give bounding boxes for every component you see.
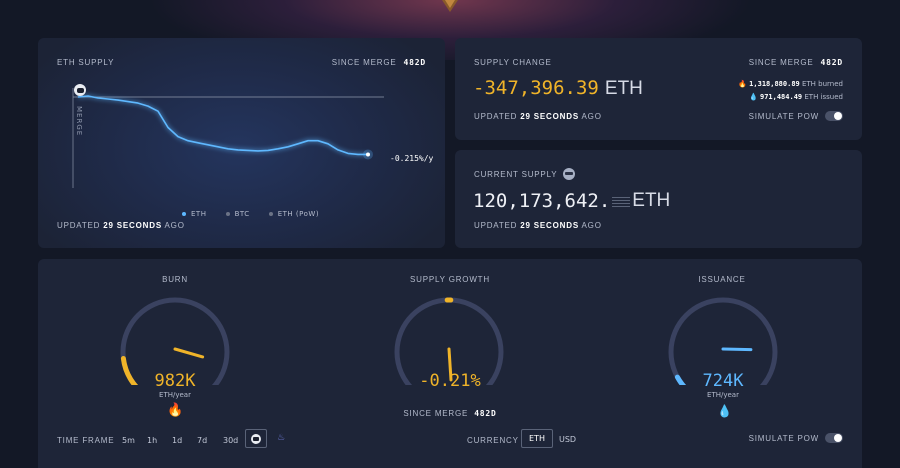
gauges-card: BURN 982K ETH/year 🔥 SUPPLY GROWTH -0.21…: [38, 259, 862, 468]
issuance-unit: ETH/year: [707, 391, 739, 399]
eth-supply-endpoint: [366, 152, 370, 157]
currency-usd[interactable]: USD: [559, 435, 577, 444]
merge-panda-icon: [74, 84, 86, 96]
eth-supply-chart[interactable]: [38, 78, 445, 198]
ultrasound-logo-icon[interactable]: [441, 0, 459, 12]
issuance-title: ISSUANCE: [698, 275, 746, 284]
legend-eth-pow[interactable]: ETH (PoW): [268, 210, 319, 218]
time-frame-since-burn-flame-icon[interactable]: ♨: [277, 433, 286, 443]
burn-needle: [173, 347, 205, 359]
time-frame-1d[interactable]: 1d: [172, 436, 183, 445]
time-frame-since-merge-panda-icon[interactable]: [245, 429, 267, 448]
since-merge-days: 482d: [403, 58, 426, 67]
current-supply-value: 120,173,642. ETH: [473, 190, 671, 212]
burn-fire-icon: 🔥: [167, 403, 184, 418]
supply-growth-since-merge: SINCE MERGE 482d: [403, 409, 497, 418]
legend-btc[interactable]: BTC: [225, 210, 250, 218]
burn-title: BURN: [162, 275, 188, 284]
simulate-pow-toggle-bottom[interactable]: [825, 433, 843, 443]
eth-supply-card: ETH SUPPLY SINCE MERGE 482d MERGE -0.215…: [38, 38, 445, 248]
chart-end-value: -0.215%/y: [390, 154, 434, 163]
issuance-gauge-track: [668, 297, 778, 385]
issuance-droplet-icon: 💧: [717, 404, 732, 418]
time-frame-5m[interactable]: 5m: [122, 436, 135, 445]
supply-change-card: SUPPLY CHANGE SINCE MERGE 482d -347,396.…: [455, 38, 862, 140]
supply-change-value: -347,396.39 ETH: [473, 77, 643, 99]
issuance-needle: [721, 347, 753, 352]
eth-supply-title: ETH SUPPLY: [57, 58, 115, 67]
time-frame-30d[interactable]: 30d: [223, 436, 239, 445]
eye-glasses-icon: [563, 168, 576, 180]
current-supply-title: CURRENT SUPPLY: [474, 169, 558, 179]
issuance-gauge-fill: [674, 374, 687, 385]
supply-growth-needle: [447, 347, 453, 382]
supply-change-title: SUPPLY CHANGE: [474, 58, 552, 67]
issued-row: 💧 971,484.49 ETH issued: [749, 93, 843, 101]
eth-supply-updated: UPDATED 29 SECONDS AGO: [57, 221, 185, 230]
fire-icon: 🔥: [738, 80, 747, 88]
simulate-pow-top: SIMULATE PoW: [749, 111, 843, 121]
time-frame-1h[interactable]: 1h: [147, 436, 158, 445]
burn-gauge-fill: [120, 356, 139, 385]
eth-supply-line: [77, 95, 368, 156]
droplet-icon: 💧: [749, 93, 758, 101]
supply-change-updated: UPDATED 29 SECONDS AGO: [474, 112, 602, 121]
issuance-gauge: [668, 297, 778, 385]
burn-unit: ETH/year: [159, 391, 191, 399]
issuance-value: 724K: [702, 371, 744, 391]
burn-gauge: [120, 297, 230, 385]
simulate-pow-bottom: SIMULATE PoW: [749, 433, 843, 443]
merge-label: MERGE: [75, 106, 83, 137]
supply-change-since-merge: SINCE MERGE 482d: [748, 58, 843, 67]
current-supply-header: CURRENT SUPPLY: [474, 168, 576, 180]
current-supply-card: CURRENT SUPPLY 120,173,642. ETH UPDATED …: [455, 150, 862, 248]
legend-eth[interactable]: ETH: [182, 210, 206, 218]
supply-growth-title: SUPPLY GROWTH: [410, 275, 490, 284]
supply-growth-value: -0.21%: [419, 371, 481, 391]
time-frame-label: TIME FRAME: [57, 436, 115, 445]
currency-label: CURRENCY: [467, 436, 519, 445]
fractional-digits-ticker: [612, 195, 631, 207]
burned-row: 🔥 1,318,880.89 ETH burned: [738, 80, 843, 88]
since-merge-label: SINCE MERGE: [331, 58, 397, 67]
eth-supply-since-merge: SINCE MERGE 482d: [332, 58, 426, 67]
chart-legend: ETH BTC ETH (PoW): [182, 201, 333, 220]
burn-value: 982K: [154, 371, 196, 391]
simulate-pow-toggle-top[interactable]: [825, 111, 843, 121]
currency-eth[interactable]: ETH: [521, 429, 553, 448]
time-frame-7d[interactable]: 7d: [197, 436, 208, 445]
supply-growth-gauge: [394, 297, 504, 385]
burn-issue-breakdown: 🔥 1,318,880.89 ETH burned 💧 971,484.49 E…: [738, 78, 843, 104]
current-supply-updated: UPDATED 29 SECONDS AGO: [474, 221, 602, 230]
